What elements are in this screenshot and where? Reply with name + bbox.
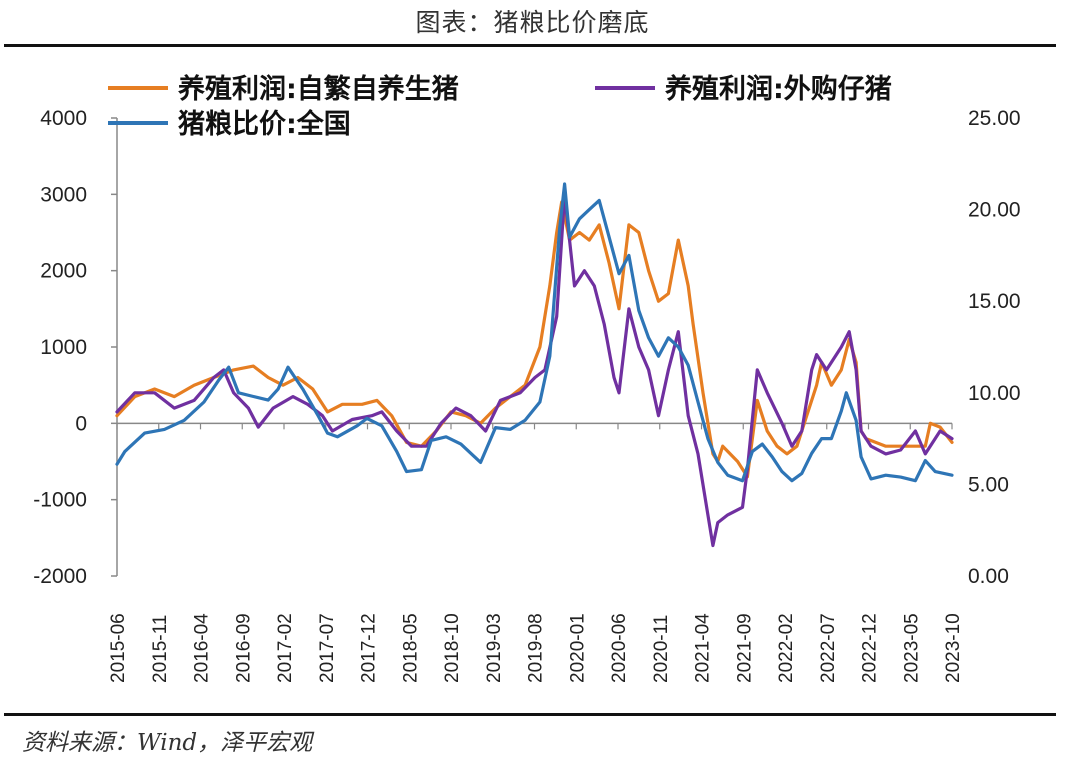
x-axis-tick-label: 2022-07 <box>818 613 839 683</box>
x-axis-tick-label: 2017-02 <box>275 613 296 683</box>
chart-canvas: 4000 3000 2000 1000 0 -1000 -2000 25.00 20.00 15.… <box>33 73 1020 683</box>
left-axis-tick-label: 4000 <box>40 107 87 130</box>
right-axis-tick-label: 15.00 <box>968 290 1021 313</box>
series-line-3 <box>115 182 954 483</box>
x-axis-tick-label: 2022-12 <box>860 613 881 683</box>
x-axis-tick-label: 2015-11 <box>150 615 171 683</box>
x-axis-tick-label: 2021-09 <box>734 613 755 683</box>
x-axis-tick-label: 2020-01 <box>567 613 588 683</box>
x-axis-tick-label: 2023-10 <box>943 613 964 683</box>
x-axis-tick-label: 2022-02 <box>776 613 797 683</box>
series-layer <box>115 182 954 548</box>
source-note: 资料来源：Wind，泽平宏观 <box>22 730 313 756</box>
x-axis-tick-label: 2016-04 <box>192 613 213 683</box>
right-axis-tick-label: 25.00 <box>968 107 1021 130</box>
left-axis-tick-label: 3000 <box>40 183 87 206</box>
left-axis-tick-label: -1000 <box>33 489 87 512</box>
series-line-2 <box>115 192 954 548</box>
right-axis-tick-label: 0.00 <box>968 565 1009 588</box>
x-axis-tick-label: 2016-09 <box>233 613 254 683</box>
series-line-1 <box>115 200 954 479</box>
right-axis-tick-label: 10.00 <box>968 382 1021 405</box>
legend-label-3: 猪粮比价:全国 <box>178 108 351 140</box>
x-axis-tick-label: 2021-04 <box>693 613 714 683</box>
left-axis-tick-label: -2000 <box>33 565 87 588</box>
legend-label-1: 养殖利润:自繁自养生猪 <box>178 73 459 105</box>
x-axis-tick-label: 2019-03 <box>484 613 505 683</box>
x-axis-tick-label: 2020-06 <box>609 613 630 683</box>
bottom-divider <box>4 713 1056 716</box>
x-axis-tick-label: 2015-06 <box>108 613 129 683</box>
chart-title: 图表：猪粮比价磨底 <box>415 8 650 37</box>
left-axis-tick-label: 0 <box>75 412 87 435</box>
axes: 4000 3000 2000 1000 0 -1000 -2000 25.00 20.00 15.… <box>33 107 1020 683</box>
x-axis-tick-label: 2018-05 <box>400 613 421 683</box>
left-axis-tick-label: 1000 <box>40 336 87 359</box>
x-axis-tick-label: 2020-11 <box>651 615 672 683</box>
x-axis-tick-label: 2018-10 <box>442 613 463 683</box>
x-axis-tick-label: 2017-07 <box>317 613 338 683</box>
right-axis-tick-label: 20.00 <box>968 199 1021 222</box>
legend-label-2: 养殖利润:外购仔猪 <box>665 73 892 105</box>
right-axis-tick-label: 5.00 <box>968 473 1009 496</box>
x-axis-tick-label: 2023-05 <box>901 613 922 683</box>
x-axis-tick-label: 2017-12 <box>359 613 380 683</box>
x-axis-tick-label: 2019-08 <box>526 613 547 683</box>
top-divider <box>4 44 1056 47</box>
left-axis-tick-label: 2000 <box>40 260 87 283</box>
